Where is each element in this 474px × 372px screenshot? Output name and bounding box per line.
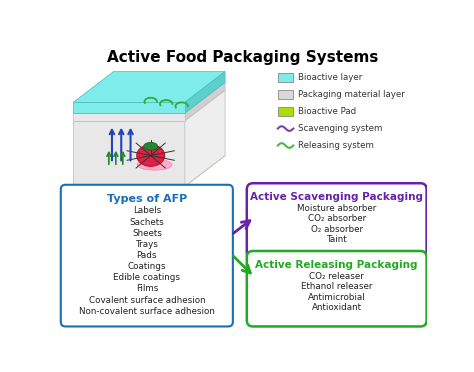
Text: Sachets: Sachets: [129, 218, 164, 227]
Text: CO₂ absorber: CO₂ absorber: [308, 214, 366, 224]
Polygon shape: [185, 90, 225, 186]
Text: Labels: Labels: [133, 206, 161, 215]
Polygon shape: [73, 121, 185, 186]
Text: Active Food Packaging Systems: Active Food Packaging Systems: [107, 50, 379, 65]
FancyBboxPatch shape: [61, 185, 233, 327]
Polygon shape: [73, 82, 225, 113]
Ellipse shape: [137, 145, 164, 166]
FancyBboxPatch shape: [278, 107, 293, 116]
Text: CO₂ releaser: CO₂ releaser: [309, 272, 364, 281]
Text: Bioactive layer: Bioactive layer: [298, 73, 362, 82]
Text: Moisture absorber: Moisture absorber: [297, 204, 376, 213]
Text: Active Scavenging Packaging: Active Scavenging Packaging: [250, 192, 423, 202]
Text: Coatings: Coatings: [128, 262, 166, 271]
Text: O₂ absorber: O₂ absorber: [310, 225, 363, 234]
Text: Bioactive Pad: Bioactive Pad: [298, 107, 356, 116]
Polygon shape: [185, 82, 225, 121]
Text: Antimicrobial: Antimicrobial: [308, 293, 365, 302]
Text: Scavenging system: Scavenging system: [298, 124, 383, 133]
FancyBboxPatch shape: [278, 73, 293, 82]
Text: Pads: Pads: [137, 251, 157, 260]
Polygon shape: [73, 71, 225, 102]
Text: Sheets: Sheets: [132, 229, 162, 238]
Text: Films: Films: [136, 285, 158, 294]
Text: Active Releasing Packaging: Active Releasing Packaging: [255, 260, 418, 270]
Polygon shape: [185, 71, 225, 113]
Polygon shape: [73, 113, 185, 121]
Text: Covalent surface adhesion: Covalent surface adhesion: [89, 296, 205, 305]
FancyBboxPatch shape: [247, 251, 427, 327]
Text: Types of AFP: Types of AFP: [107, 194, 187, 204]
Text: Taint: Taint: [327, 235, 347, 244]
Polygon shape: [73, 155, 225, 186]
Text: Trays: Trays: [136, 240, 158, 249]
Text: Releasing system: Releasing system: [298, 141, 374, 150]
Text: Packaging material layer: Packaging material layer: [298, 90, 405, 99]
Text: Ethanol releaser: Ethanol releaser: [301, 282, 373, 291]
Text: Edible coatings: Edible coatings: [113, 273, 180, 282]
FancyBboxPatch shape: [247, 183, 427, 259]
Ellipse shape: [144, 142, 158, 150]
Polygon shape: [73, 102, 185, 113]
Text: Antioxidant: Antioxidant: [312, 303, 362, 312]
Text: Non-covalent surface adhesion: Non-covalent surface adhesion: [79, 307, 215, 316]
FancyBboxPatch shape: [278, 90, 293, 99]
Ellipse shape: [137, 159, 172, 170]
